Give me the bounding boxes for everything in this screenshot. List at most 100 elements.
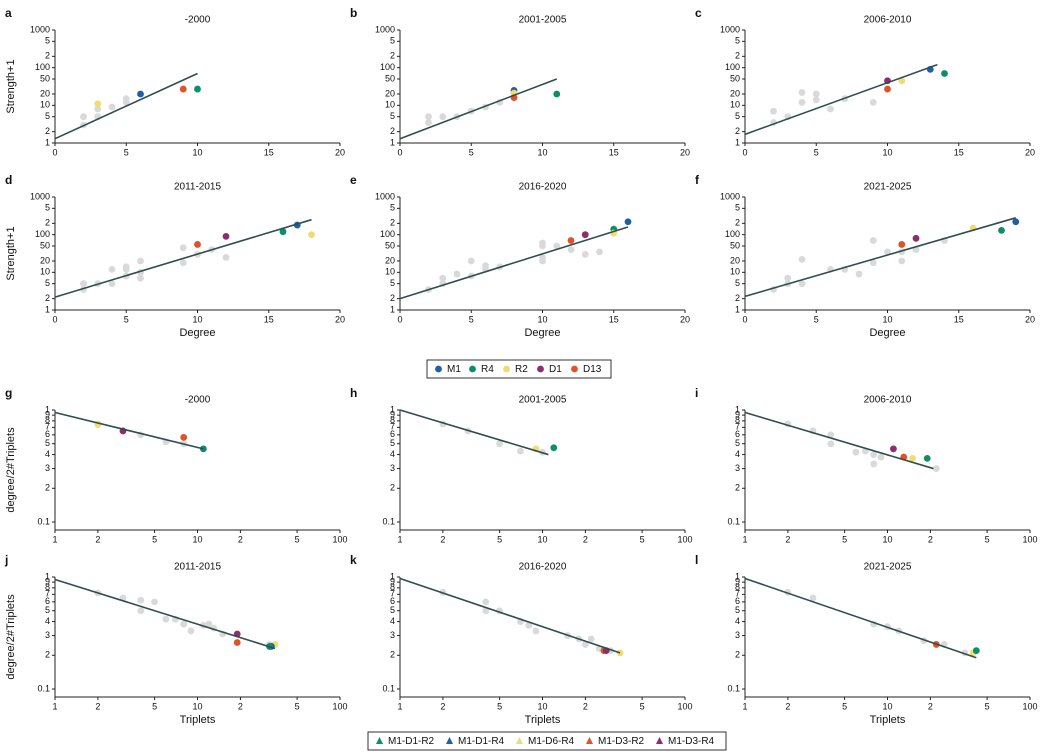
x-tick-label: 0 — [397, 314, 402, 324]
y-tick-label: 100 — [725, 229, 740, 239]
legend-label: R2 — [515, 364, 528, 375]
y-tick-label: 7 — [45, 589, 50, 599]
panel-letter: f — [695, 173, 700, 187]
point — [187, 627, 195, 635]
y-tick-label: 5 — [45, 36, 50, 46]
panel-letter: l — [695, 553, 698, 567]
fit-line — [744, 63, 938, 136]
point — [812, 96, 820, 104]
y-tick-label: 50 — [730, 240, 740, 250]
y-tick-label: 100 — [35, 62, 50, 72]
y-tick-label: 4 — [45, 449, 50, 459]
x-tick-label: 100 — [1022, 701, 1037, 711]
fit-line — [54, 411, 204, 450]
y-tick-label: 2 — [45, 218, 50, 228]
legend: M1 R4 R2 D1 D13 — [426, 359, 612, 379]
y-tick-label: 0.1 — [727, 516, 740, 526]
x-tick-label: 100 — [332, 534, 347, 544]
point — [482, 598, 490, 606]
x-tick-label: 0 — [52, 147, 57, 157]
legend-label: M1-D1-R4 — [458, 736, 505, 747]
x-tick-label: 5 — [640, 701, 645, 711]
y-tick-label: 100 — [380, 62, 395, 72]
y-tick-label: 2 — [390, 293, 395, 303]
y-tick-label: 3 — [735, 630, 740, 640]
point — [581, 250, 589, 258]
point — [80, 280, 87, 288]
panel-title: 2021-2025 — [864, 562, 912, 573]
y-tick-label: 1 — [390, 137, 395, 147]
x-tick-label: 1 — [397, 534, 402, 544]
y-tick-label: 20 — [730, 255, 740, 265]
y-tick-label: 5 — [390, 278, 395, 288]
panel-letter: k — [350, 553, 357, 567]
y-tick-label: 10 — [385, 267, 395, 277]
y-axis-label: Strength+1 — [5, 226, 17, 280]
point — [870, 451, 878, 458]
highlight-point — [567, 237, 575, 244]
point — [809, 594, 817, 602]
x-tick-label: 10 — [192, 314, 202, 324]
x-tick-label: 20 — [1025, 314, 1035, 324]
y-tick-label: 4 — [735, 616, 740, 626]
point — [877, 453, 885, 461]
point — [482, 607, 490, 615]
y-tick-label: 1 — [735, 304, 740, 314]
fit-line — [399, 226, 629, 300]
x-tick-label: 5 — [985, 701, 990, 711]
point — [870, 460, 878, 468]
y-tick-label: 4 — [390, 616, 395, 626]
highlight-point — [1012, 218, 1020, 226]
panel-title: 2016-2020 — [519, 562, 567, 573]
x-tick-label: 20 — [1025, 147, 1035, 157]
y-tick-label: 5 — [735, 605, 740, 615]
x-axis-label: Triplets — [180, 714, 216, 726]
x-tick-label: 5 — [295, 701, 300, 711]
point — [179, 259, 187, 267]
fit-line — [399, 409, 549, 456]
x-axis-label: Degree — [869, 327, 905, 339]
y-tick-label: 1 — [735, 404, 740, 414]
x-tick-label: 1 — [742, 534, 747, 544]
x-tick-label: 2 — [238, 701, 243, 711]
y-tick-label: 3 — [45, 630, 50, 640]
point — [162, 615, 170, 623]
y-tick-label: 4 — [45, 616, 50, 626]
x-tick-label: 15 — [264, 314, 274, 324]
legend-marker — [503, 365, 510, 373]
panel-title: 2021-2025 — [864, 182, 912, 193]
y-tick-label: 100 — [725, 62, 740, 72]
legend-marker — [537, 365, 544, 373]
highlight-point — [624, 218, 632, 226]
y-tick-label: 5 — [390, 111, 395, 121]
fit-line — [744, 577, 977, 659]
point — [222, 253, 230, 261]
x-tick-label: 15 — [609, 147, 619, 157]
y-tick-label: 100 — [380, 229, 395, 239]
y-tick-label: 2 — [45, 51, 50, 61]
y-tick-label: 8 — [45, 582, 50, 592]
y-tick-label: 5 — [735, 278, 740, 288]
y-tick-label: 10 — [730, 100, 740, 110]
x-tick-label: 2 — [238, 534, 243, 544]
y-tick-label: 6 — [735, 596, 740, 606]
y-tick-label: 1 — [45, 404, 50, 414]
y-tick-label: 2 — [45, 126, 50, 136]
x-tick-label: 2 — [928, 534, 933, 544]
y-tick-label: 1 — [390, 304, 395, 314]
point — [852, 448, 860, 456]
highlight-point — [179, 85, 187, 93]
point — [453, 270, 461, 278]
point — [567, 246, 575, 254]
point — [205, 620, 213, 628]
point — [812, 90, 820, 98]
y-tick-label: 0.1 — [37, 516, 50, 526]
point — [798, 256, 806, 263]
y-tick-label: 1000 — [30, 191, 50, 201]
point — [869, 237, 877, 244]
x-tick-label: 5 — [842, 701, 847, 711]
